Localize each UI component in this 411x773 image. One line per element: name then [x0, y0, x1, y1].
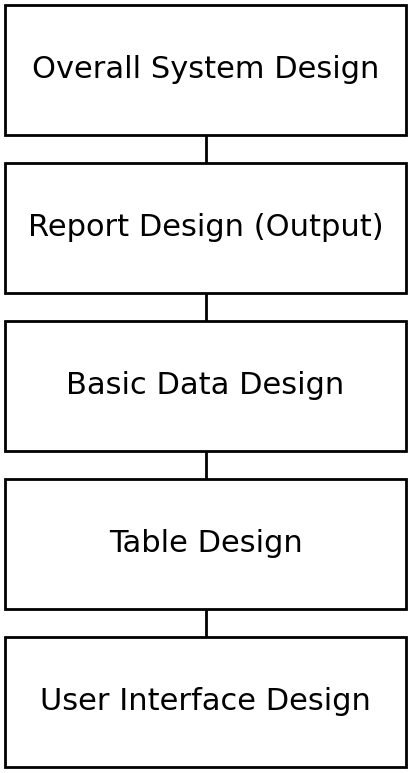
Text: Overall System Design: Overall System Design	[32, 56, 379, 84]
Bar	[5, 479, 406, 609]
Text: Basic Data Design: Basic Data Design	[66, 372, 345, 400]
Bar	[5, 5, 406, 135]
Bar	[5, 163, 406, 293]
Text: User Interface Design: User Interface Design	[40, 687, 371, 717]
Bar	[5, 321, 406, 451]
Text: Table Design: Table Design	[109, 530, 302, 559]
Text: Report Design (Output): Report Design (Output)	[28, 213, 383, 243]
Bar	[5, 637, 406, 767]
